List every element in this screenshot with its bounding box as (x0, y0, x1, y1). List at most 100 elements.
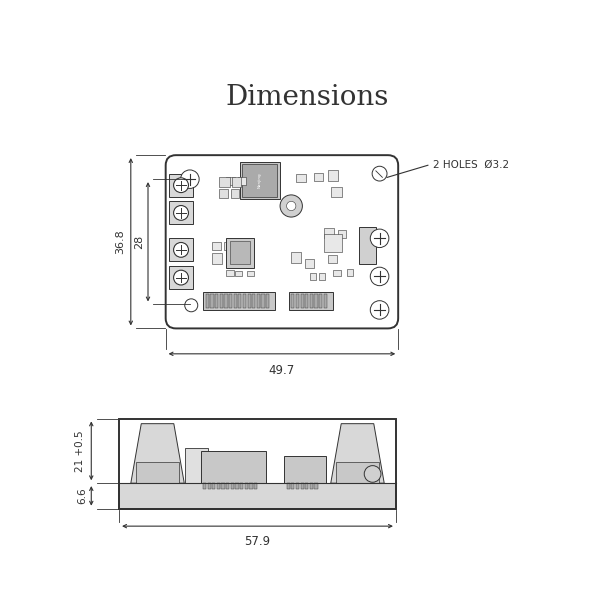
Circle shape (173, 178, 188, 193)
Bar (217, 483, 220, 489)
Bar (169, 238, 193, 262)
Text: 57.9: 57.9 (244, 535, 271, 548)
Bar (291, 253, 301, 263)
Bar (226, 270, 233, 277)
Bar (310, 483, 313, 489)
Circle shape (370, 301, 389, 319)
Bar (319, 294, 322, 308)
Bar (243, 294, 246, 308)
Bar (284, 456, 326, 483)
Bar (206, 294, 209, 308)
Bar (291, 483, 295, 489)
Bar (215, 294, 218, 308)
Bar (296, 173, 306, 182)
Bar (230, 241, 250, 264)
Bar (203, 292, 275, 310)
Bar (235, 483, 239, 489)
Bar (252, 294, 256, 308)
Bar (291, 294, 295, 308)
Bar (226, 238, 254, 268)
Bar (231, 483, 234, 489)
Text: 28: 28 (134, 235, 144, 249)
Circle shape (287, 202, 296, 211)
Bar (247, 271, 254, 277)
Bar (212, 253, 223, 265)
FancyBboxPatch shape (166, 155, 398, 328)
Bar (220, 294, 223, 308)
Bar (224, 294, 227, 308)
Bar (324, 228, 334, 238)
Bar (238, 294, 241, 308)
Bar (301, 483, 304, 489)
Circle shape (280, 195, 302, 217)
Bar (314, 294, 318, 308)
Bar (296, 483, 299, 489)
Text: 2 HOLES  Ø3.2: 2 HOLES Ø3.2 (433, 160, 509, 169)
Bar (203, 483, 206, 489)
Bar (233, 294, 237, 308)
Bar (219, 178, 230, 187)
Bar (337, 463, 379, 483)
Circle shape (181, 170, 199, 188)
Bar (221, 483, 225, 489)
Bar (240, 483, 244, 489)
Bar (235, 271, 242, 277)
Bar (229, 294, 232, 308)
Bar (305, 483, 308, 489)
Bar (314, 173, 323, 181)
Bar (226, 177, 235, 185)
Circle shape (364, 466, 381, 482)
Bar (185, 448, 208, 483)
Bar (169, 173, 193, 197)
Bar (305, 259, 314, 268)
Bar (136, 463, 179, 483)
Bar (169, 202, 193, 224)
Bar (254, 483, 257, 489)
Bar (238, 177, 246, 185)
Bar (240, 162, 280, 199)
Bar (324, 233, 343, 252)
Text: 36.8: 36.8 (116, 229, 125, 254)
Bar (287, 483, 290, 489)
Bar (319, 272, 325, 280)
Circle shape (370, 229, 389, 248)
Bar (359, 227, 376, 265)
Bar (328, 170, 338, 181)
Bar (250, 483, 253, 489)
Bar (257, 294, 260, 308)
Bar (119, 419, 396, 509)
Bar (242, 164, 277, 197)
Bar (331, 187, 343, 197)
Bar (338, 230, 346, 238)
Bar (333, 270, 341, 277)
Bar (219, 190, 229, 197)
Bar (324, 294, 327, 308)
Text: Nanjing: Nanjing (258, 173, 262, 188)
Bar (212, 242, 221, 250)
Bar (328, 255, 337, 263)
Circle shape (173, 206, 188, 220)
Text: 6.6: 6.6 (77, 488, 87, 504)
Bar (119, 483, 396, 509)
Bar (226, 483, 229, 489)
Bar (305, 294, 308, 308)
Bar (211, 294, 214, 308)
Bar (289, 292, 333, 310)
Bar (224, 242, 232, 250)
Bar (208, 483, 211, 489)
Bar (314, 483, 318, 489)
Circle shape (370, 267, 389, 286)
Bar (310, 274, 316, 280)
Bar (245, 483, 248, 489)
Circle shape (173, 270, 188, 285)
Text: 21 +0.5: 21 +0.5 (74, 430, 85, 472)
Polygon shape (131, 424, 184, 483)
Bar (119, 419, 396, 483)
Bar (232, 178, 241, 187)
Bar (248, 294, 251, 308)
Bar (347, 269, 353, 277)
Circle shape (173, 242, 188, 257)
Bar (212, 483, 215, 489)
Polygon shape (331, 424, 384, 483)
Text: Dimensions: Dimensions (226, 83, 389, 110)
